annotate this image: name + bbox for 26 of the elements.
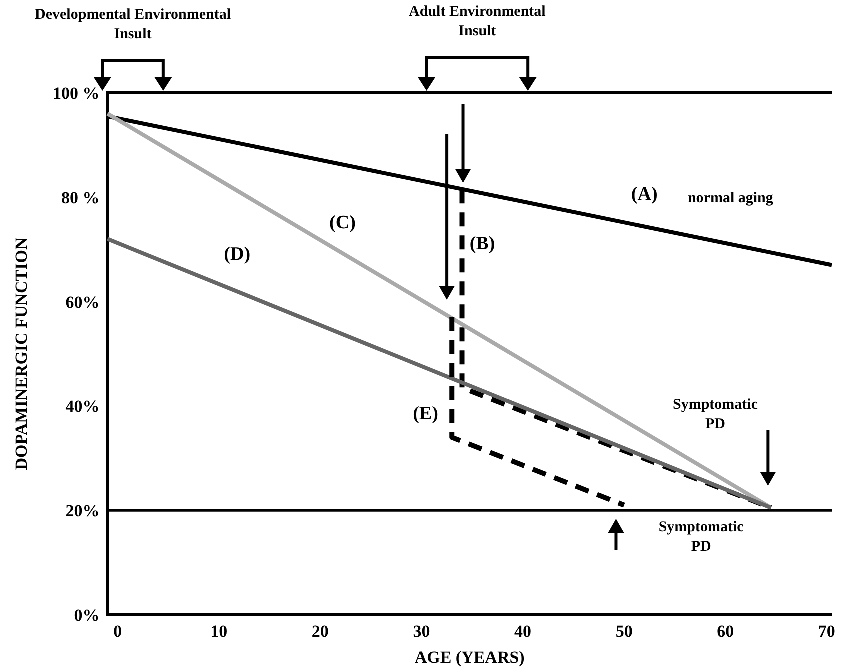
x-tick-label: 0: [114, 622, 122, 641]
annotation: (C): [330, 212, 356, 234]
text: Developmental Environmental Insult: [35, 7, 232, 42]
text: Adult Environmental Insult: [409, 4, 546, 40]
x-tick-label: 30: [413, 622, 430, 641]
y-tick-label: 100 %: [52, 84, 100, 103]
x-tick-label: 70: [818, 622, 836, 641]
y-axis-title: DOPAMINERGIC FUNCTION: [12, 237, 31, 470]
x-tick-label: 50: [616, 622, 633, 641]
y-tick-label: 60%: [66, 292, 100, 312]
annotation: (D): [224, 244, 251, 266]
y-tick-label: 80 %: [61, 188, 100, 208]
x-tick-label: 40: [514, 622, 532, 641]
y-tick-label: 0%: [74, 606, 100, 625]
y-tick-label: 40%: [66, 397, 100, 416]
x-tick-label: 60: [717, 622, 734, 641]
annotation: normal aging: [688, 190, 774, 207]
x-axis-title: AGE (YEARS): [414, 648, 525, 667]
annotation: (E): [413, 403, 438, 424]
x-tick-label: 20: [312, 622, 329, 641]
annotation: (B): [470, 234, 496, 255]
y-tick-label: 20%: [66, 502, 100, 521]
annotation: Symptomatic PD: [673, 396, 758, 432]
annotation: (A): [631, 184, 658, 206]
annotation: Symptomatic PD: [658, 519, 744, 555]
x-tick-label: 10: [210, 622, 228, 641]
